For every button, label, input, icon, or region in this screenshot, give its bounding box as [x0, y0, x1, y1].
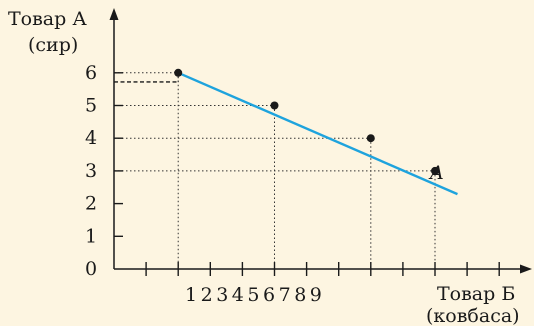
data-point-0 — [174, 68, 183, 77]
data-point-3 — [431, 166, 439, 175]
y-tick-label-5: 5 — [85, 95, 97, 117]
x-tick-label-6: 6 — [263, 284, 275, 306]
y-tick-label-2: 2 — [85, 193, 97, 215]
x-tick-label-4: 4 — [232, 284, 244, 306]
x-tick-label-9: 9 — [310, 284, 322, 306]
series-label-a: A — [428, 162, 444, 184]
x-tick-label-5: 5 — [247, 284, 259, 306]
data-point-2 — [366, 134, 375, 143]
y-axis-ticks: 1 2 3 4 5 6 — [85, 62, 123, 247]
y-tick-label-4: 4 — [85, 127, 97, 149]
x-axis-title-line2: (ковбаса) — [426, 305, 520, 326]
y-axis-title-line1: Товар А — [8, 8, 87, 30]
x-tick-label-1: 1 — [185, 284, 197, 306]
y-tick-label-6: 6 — [85, 62, 97, 84]
series-line-a — [177, 71, 458, 196]
data-point-1 — [270, 101, 279, 110]
guide-lines — [114, 72, 436, 269]
x-axis-title-line1: Товар Б — [437, 283, 515, 305]
y-axis-arrow — [109, 8, 119, 20]
x-tick-label-3: 3 — [216, 284, 228, 306]
origin-label: 0 — [85, 258, 97, 280]
y-axis-title-line2: (сир) — [28, 34, 78, 56]
x-tick-label-2: 2 — [201, 284, 213, 306]
x-tick-label-7: 7 — [279, 284, 291, 306]
y-tick-label-1: 1 — [85, 225, 97, 247]
y-tick-label-3: 3 — [85, 160, 97, 182]
x-axis-arrow — [520, 264, 532, 274]
series-group — [174, 68, 458, 196]
x-tick-label-8: 8 — [294, 284, 306, 306]
